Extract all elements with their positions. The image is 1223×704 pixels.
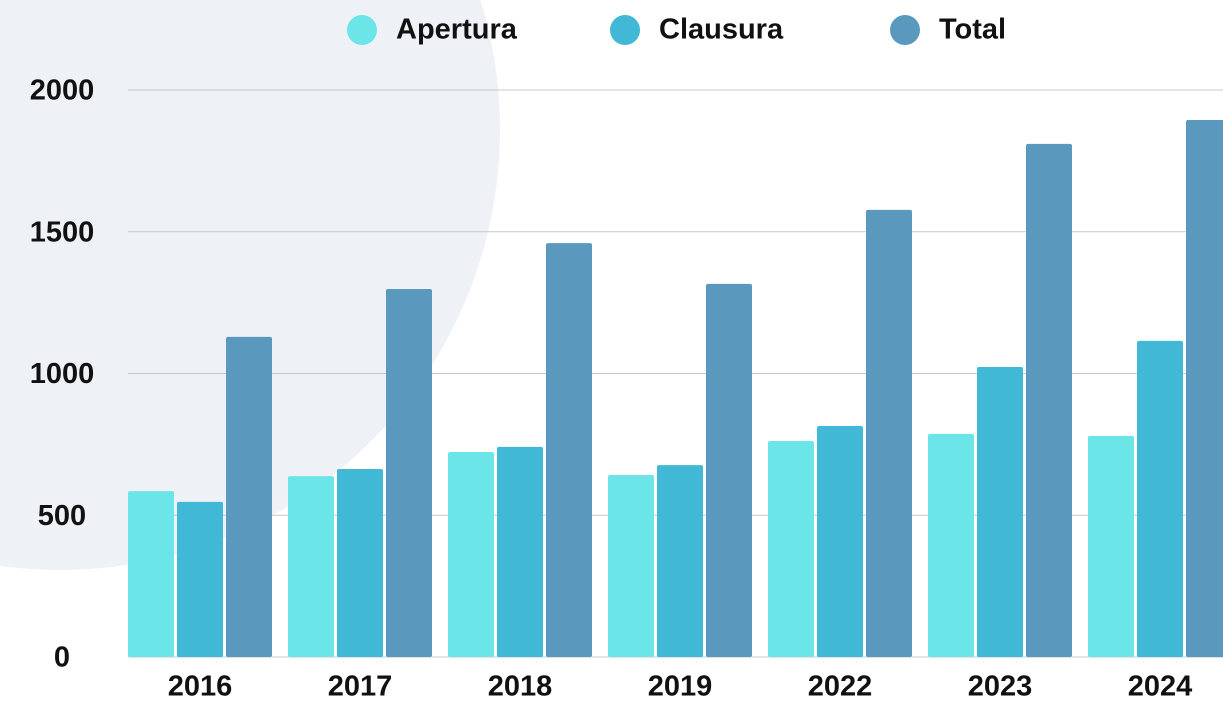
legend-label: Apertura <box>396 14 518 46</box>
x-tick-label: 2016 <box>168 671 233 703</box>
legend-swatch <box>890 15 920 45</box>
x-tick-label: 2019 <box>648 671 713 703</box>
y-tick-label: 1500 <box>30 216 95 248</box>
bar <box>128 491 174 657</box>
bar <box>1088 435 1134 657</box>
x-tick-label: 2018 <box>488 671 553 703</box>
legend-swatch <box>347 15 377 45</box>
x-tick-label: 2024 <box>1128 671 1193 703</box>
bar <box>657 465 703 657</box>
bar <box>1137 340 1183 657</box>
bar <box>448 452 494 657</box>
bar <box>226 336 272 657</box>
bar <box>768 440 814 657</box>
background-circle <box>0 0 500 570</box>
y-tick-label: 2000 <box>30 75 95 107</box>
x-tick-label: 2017 <box>328 671 393 703</box>
legend-label: Clausura <box>659 14 784 46</box>
y-tick-label: 1000 <box>30 358 95 390</box>
bar <box>177 501 223 657</box>
bar <box>706 283 752 657</box>
bar <box>928 433 974 657</box>
bar <box>1186 120 1223 657</box>
legend-swatch <box>610 15 640 45</box>
y-tick-label: 500 <box>38 500 86 532</box>
y-tick-label: 0 <box>54 642 70 674</box>
bar <box>817 425 863 657</box>
bar <box>866 209 912 657</box>
bar <box>497 446 543 657</box>
bar <box>386 289 432 657</box>
bar <box>977 366 1023 657</box>
bar <box>337 469 383 657</box>
bar <box>288 476 334 657</box>
bar <box>546 243 592 657</box>
bar <box>1026 143 1072 658</box>
bar <box>608 474 654 657</box>
x-tick-label: 2023 <box>968 671 1033 703</box>
legend-label: Total <box>939 14 1006 46</box>
x-tick-label: 2022 <box>808 671 873 703</box>
